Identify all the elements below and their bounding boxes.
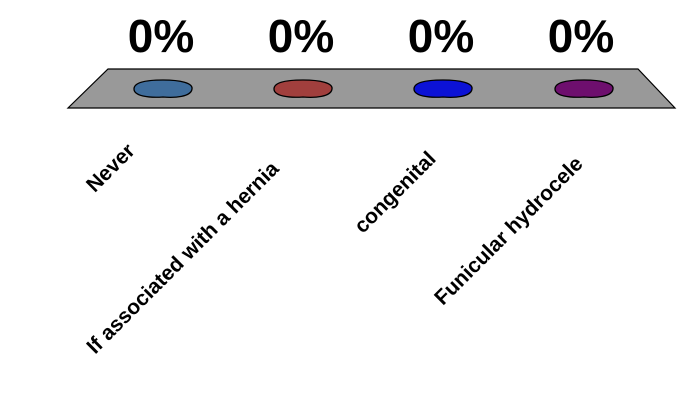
bar-hernia [273,79,333,98]
category-label-congenital: congenital [350,147,441,238]
bar-congenital [413,79,473,98]
category-label-never: Never [82,139,140,197]
value-label-congenital: 0% [408,10,474,62]
chart-platform [66,68,677,109]
bar-funicular [554,79,614,98]
value-label-never: 0% [128,10,194,62]
value-label-hernia: 0% [268,10,334,62]
bar-never [133,79,193,98]
category-label-hernia: If associated with a hernia [82,157,283,358]
category-label-group: Never If associated with a hernia congen… [82,139,588,358]
value-label-group: 0% 0% 0% 0% [128,10,614,62]
bar-group [133,79,614,98]
value-label-funicular: 0% [548,10,614,62]
category-label-funicular: Funicular hydrocele [430,152,587,309]
